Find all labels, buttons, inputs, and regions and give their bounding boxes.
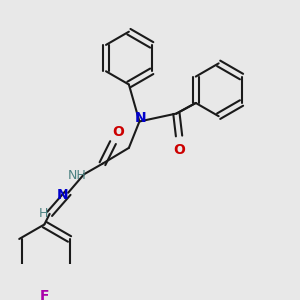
Text: N: N [135,110,147,124]
Text: NH: NH [68,169,87,182]
Text: O: O [173,142,185,157]
Text: N: N [57,188,69,203]
Text: H: H [38,207,48,220]
Text: O: O [112,124,124,139]
Text: F: F [40,289,49,300]
